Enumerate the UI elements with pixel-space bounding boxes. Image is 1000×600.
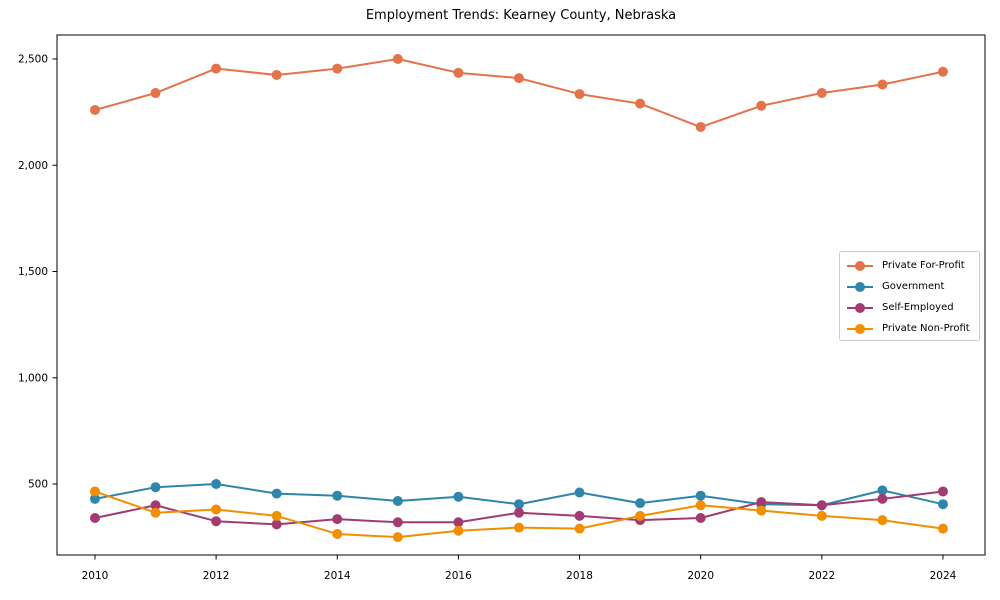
- x-axis-tick-label: 2014: [324, 570, 351, 582]
- legend: Private For-Profit Government Self-Emplo…: [839, 251, 980, 341]
- x-axis-tick-label: 2022: [808, 570, 835, 582]
- data-point-self-employed: [89, 513, 100, 524]
- data-point-private-for-profit: [332, 63, 343, 74]
- y-axis-tick-label: 1,500: [18, 266, 48, 278]
- data-point-private-for-profit: [211, 63, 222, 74]
- legend-item-private-non-profit: Private Non-Profit: [840, 318, 979, 339]
- data-point-private-for-profit: [150, 88, 161, 99]
- data-point-government: [635, 498, 646, 509]
- legend-marker-icon: [847, 281, 873, 292]
- data-point-self-employed: [271, 519, 282, 530]
- legend-item-self-employed: Self-Employed: [840, 297, 979, 318]
- data-point-self-employed: [453, 517, 464, 528]
- legend-label: Private Non-Profit: [882, 323, 970, 334]
- data-point-government: [332, 490, 343, 501]
- axes-spines: [56, 34, 986, 556]
- data-point-self-employed: [816, 500, 827, 511]
- data-point-government: [89, 493, 100, 504]
- x-axis-tick-label: 2018: [566, 570, 593, 582]
- x-axis-tick-label: 2016: [445, 570, 472, 582]
- data-point-self-employed: [937, 486, 948, 497]
- y-axis-tick-label: 2,000: [18, 160, 48, 172]
- data-point-private-for-profit: [513, 73, 524, 84]
- data-point-private-for-profit: [392, 54, 403, 65]
- data-point-government: [211, 479, 222, 490]
- data-point-private-for-profit: [937, 66, 948, 77]
- data-point-self-employed: [211, 516, 222, 527]
- y-axis-tick-label: 500: [28, 479, 48, 491]
- data-point-government: [695, 490, 706, 501]
- data-point-self-employed: [513, 507, 524, 518]
- data-point-self-employed: [150, 500, 161, 511]
- data-point-private-non-profit: [453, 525, 464, 536]
- data-point-self-employed: [695, 513, 706, 524]
- legend-marker-icon: [847, 323, 873, 334]
- data-point-self-employed: [574, 510, 585, 521]
- data-point-self-employed: [332, 514, 343, 525]
- data-point-private-non-profit: [574, 523, 585, 534]
- data-point-private-non-profit: [937, 523, 948, 534]
- legend-label: Self-Employed: [882, 302, 954, 313]
- y-axis-tick-label: 2,500: [18, 54, 48, 66]
- data-point-government: [513, 499, 524, 510]
- legend-marker-icon: [847, 302, 873, 313]
- data-point-government: [574, 487, 585, 498]
- data-point-self-employed: [756, 497, 767, 508]
- data-point-private-for-profit: [695, 122, 706, 133]
- data-point-private-non-profit: [332, 528, 343, 539]
- data-point-government: [271, 488, 282, 499]
- data-point-self-employed: [877, 493, 888, 504]
- y-axis-tick-label: 1,000: [18, 372, 48, 384]
- data-point-private-non-profit: [756, 505, 767, 516]
- data-point-private-non-profit: [695, 500, 706, 511]
- data-point-private-non-profit: [513, 522, 524, 533]
- x-axis-tick-label: 2012: [203, 570, 230, 582]
- data-point-government: [453, 491, 464, 502]
- legend-item-government: Government: [840, 276, 979, 297]
- x-axis-tick-label: 2024: [930, 570, 957, 582]
- x-axis-tick-label: 2010: [82, 570, 109, 582]
- data-point-private-for-profit: [89, 105, 100, 116]
- chart-title: Employment Trends: Kearney County, Nebra…: [365, 8, 677, 23]
- data-point-private-non-profit: [635, 510, 646, 521]
- data-point-private-for-profit: [756, 100, 767, 111]
- data-point-private-non-profit: [392, 532, 403, 543]
- data-point-private-non-profit: [816, 510, 827, 521]
- legend-item-private-for-profit: Private For-Profit: [840, 255, 979, 276]
- data-point-self-employed: [392, 517, 403, 528]
- data-point-private-for-profit: [453, 67, 464, 78]
- series-line-private-for-profit: [94, 58, 944, 129]
- data-point-private-for-profit: [816, 88, 827, 99]
- data-point-private-for-profit: [271, 69, 282, 80]
- data-point-private-non-profit: [877, 515, 888, 526]
- data-point-government: [392, 496, 403, 507]
- legend-label: Government: [882, 281, 945, 292]
- data-point-private-non-profit: [271, 510, 282, 521]
- data-point-private-non-profit: [211, 504, 222, 515]
- x-axis-tick-label: 2020: [687, 570, 714, 582]
- data-point-government: [937, 499, 948, 510]
- data-point-government: [877, 485, 888, 496]
- legend-label: Private For-Profit: [882, 260, 965, 271]
- legend-marker-icon: [847, 260, 873, 271]
- data-point-private-non-profit: [89, 486, 100, 497]
- data-point-private-for-profit: [574, 89, 585, 100]
- data-point-private-for-profit: [877, 79, 888, 90]
- data-point-private-for-profit: [635, 98, 646, 109]
- data-point-government: [150, 482, 161, 493]
- data-point-private-non-profit: [150, 507, 161, 518]
